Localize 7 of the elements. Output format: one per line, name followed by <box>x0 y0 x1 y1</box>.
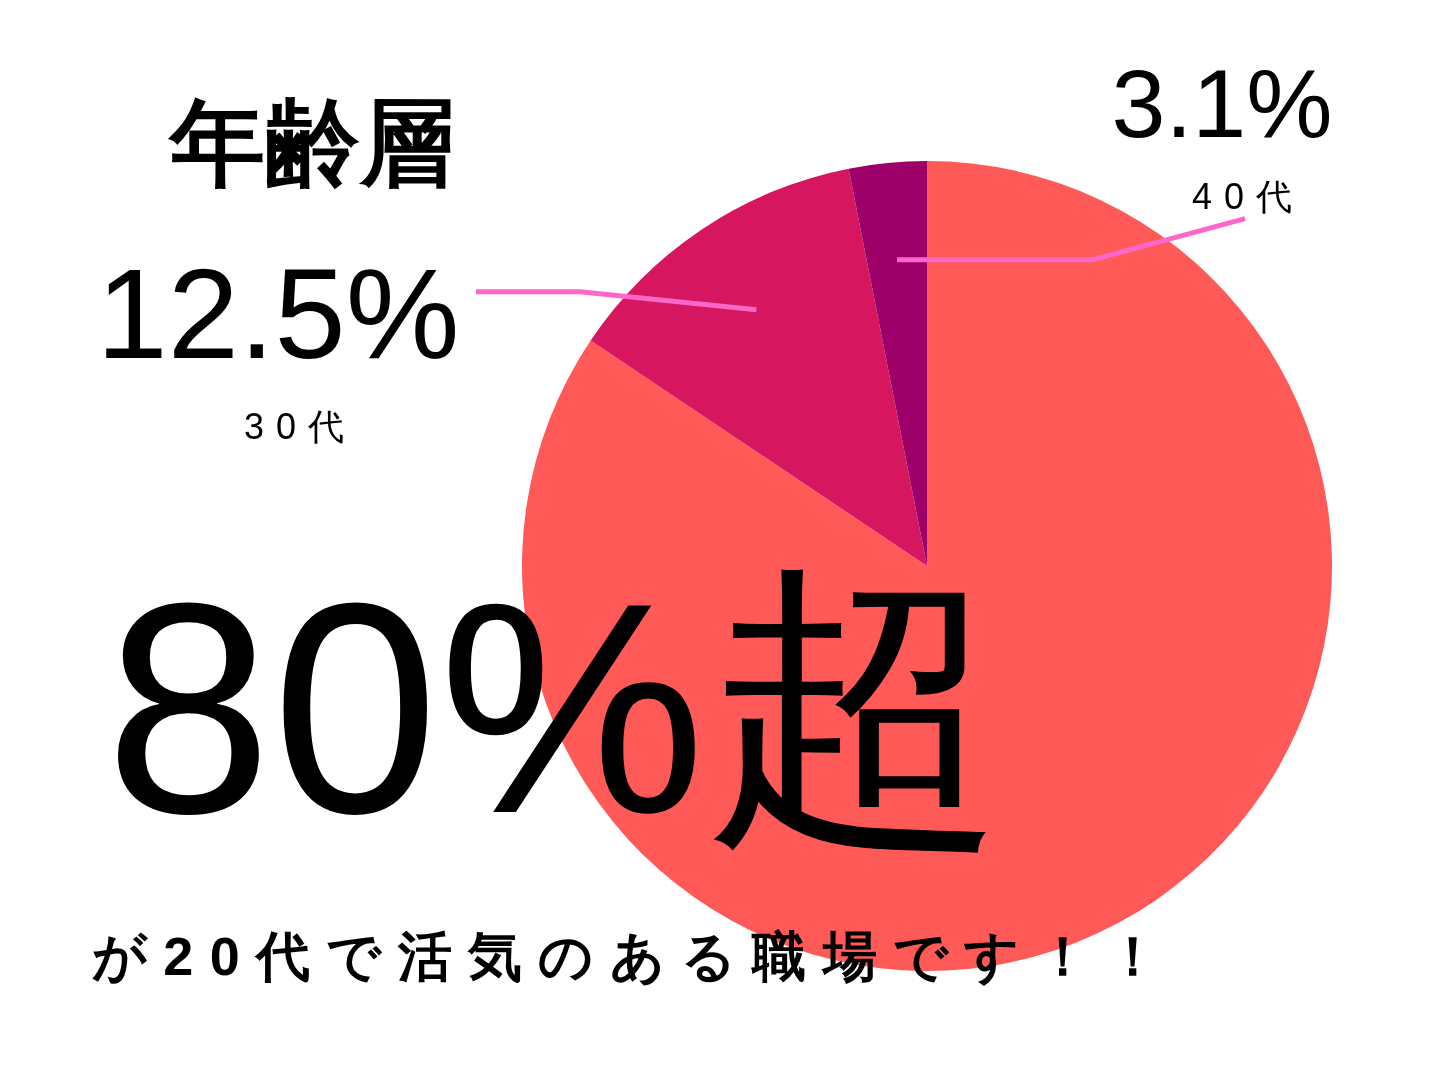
pie-slice <box>848 161 927 566</box>
slice-label: 30代 <box>243 405 357 447</box>
pie-slice <box>590 168 927 566</box>
chart-title: 年齢層 <box>166 88 455 198</box>
data-label: 3.1% <box>1111 48 1333 158</box>
data-label: 12.5% <box>96 241 460 385</box>
slice-label: 40代 <box>1191 175 1305 217</box>
